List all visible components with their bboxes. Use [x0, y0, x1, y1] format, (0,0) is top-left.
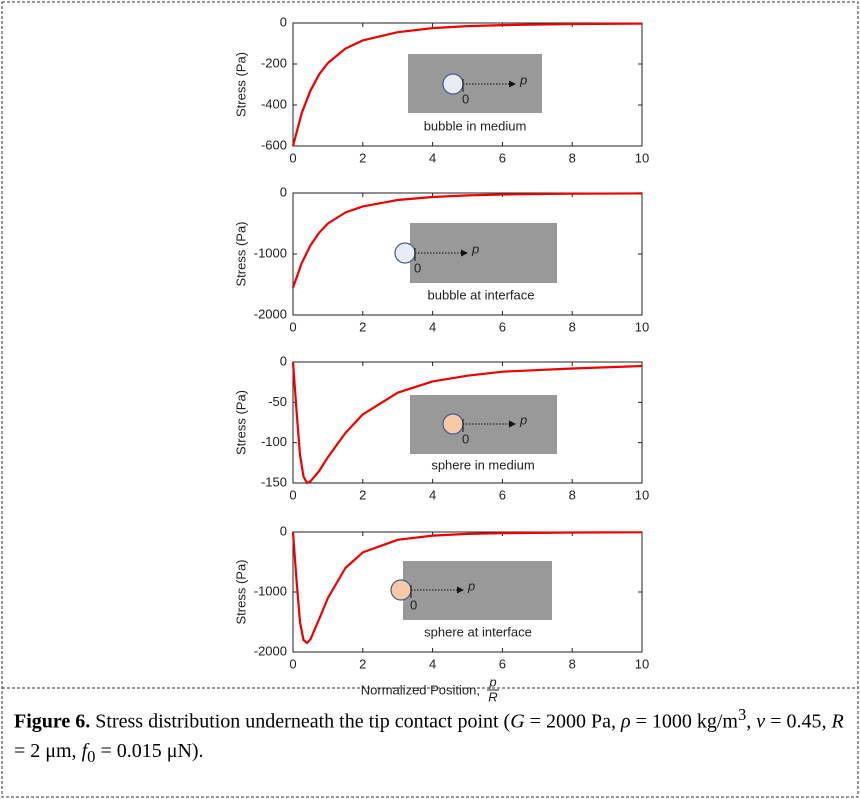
stress-curve [291, 22, 643, 147]
y-axis-label: Stress (Pa) [233, 221, 248, 286]
caption-text: = 2000 Pa, [524, 710, 621, 733]
caption-sup: 3 [737, 705, 747, 724]
x-tick-label: 6 [499, 487, 506, 502]
x-tick-label: 2 [359, 487, 366, 502]
inset-arrowhead [461, 249, 468, 257]
x-tick-label: 0 [289, 487, 296, 502]
y-tick-label: -400 [261, 96, 287, 111]
stress-curve [291, 192, 643, 288]
inset-particle [442, 73, 464, 95]
caption-var: R [831, 710, 844, 733]
inset-label: sphere at interface [424, 624, 532, 639]
x-tick-label: 4 [429, 656, 436, 671]
caption-sub: 0 [87, 746, 96, 766]
inset-medium [410, 223, 557, 283]
x-tick-label: 4 [429, 319, 436, 334]
inset-label: bubble in medium [424, 118, 527, 133]
y-tick-label: -50 [268, 394, 287, 409]
x-tick-label: 2 [359, 319, 366, 334]
caption-text: = 2 μm, [14, 739, 82, 762]
x-tick-label: 10 [635, 150, 649, 165]
x-tick-label: 8 [569, 319, 576, 334]
y-tick-label: -150 [261, 474, 287, 489]
x-tick-label: 8 [569, 150, 576, 165]
y-tick-label: -200 [261, 55, 287, 70]
x-tick-label: 6 [499, 656, 506, 671]
y-tick-label: -2000 [254, 643, 287, 658]
caption-text: = 1000 kg/m [630, 710, 738, 733]
x-tick-label: 2 [359, 150, 366, 165]
x-tick-label: 2 [359, 656, 366, 671]
y-axis-label: Stress (Pa) [233, 390, 248, 455]
stress-curve [291, 531, 643, 645]
inset-axis: p [519, 412, 527, 427]
caption-var: f [81, 739, 88, 762]
inset-arrowhead [457, 586, 464, 594]
y-axis-label: Stress (Pa) [233, 559, 248, 624]
y-tick-label: -1000 [254, 583, 287, 598]
caption-var: G [510, 710, 525, 733]
x-tick-label: 8 [569, 656, 576, 671]
y-tick-label: -1000 [254, 245, 287, 260]
caption: Figure 6. Stress distribution underneath… [14, 700, 844, 771]
plot-frame [292, 361, 643, 484]
inset-origin: 0 [414, 260, 421, 275]
inset-particle [394, 242, 416, 264]
x-tick-label: 8 [569, 487, 576, 502]
caption-label: Figure 6. [14, 710, 91, 733]
caption-var: ρ [620, 710, 631, 733]
y-tick-label: 0 [280, 184, 287, 199]
y-tick-label: -100 [261, 434, 287, 449]
y-tick-label: 0 [280, 523, 287, 538]
inset-arrowhead [509, 80, 516, 88]
caption-text: Stress distribution underneath the tip c… [90, 710, 511, 733]
stress-curve [291, 361, 643, 485]
inset-particle [390, 579, 412, 601]
caption-var: v [756, 710, 766, 733]
inset-label: sphere in medium [431, 457, 534, 472]
x-tick-label: 0 [289, 319, 296, 334]
inset-particle [442, 413, 464, 435]
inset-origin: 0 [462, 91, 469, 106]
inset-axis: p [467, 578, 475, 593]
caption-text: = 0.015 μN). [95, 739, 204, 762]
inset-axis: p [519, 72, 527, 87]
inset-arrowhead [509, 420, 516, 428]
x-tick-label: 6 [499, 150, 506, 165]
plot-frame [292, 22, 643, 147]
x-tick-label: 0 [289, 150, 296, 165]
x-tick-label: 4 [429, 150, 436, 165]
inset-medium [403, 561, 552, 620]
x-tick-label: 4 [429, 487, 436, 502]
x-tick-label: 0 [289, 656, 296, 671]
y-tick-label: -2000 [254, 306, 287, 321]
inset-origin: 0 [462, 431, 469, 446]
caption-text: , [746, 710, 757, 733]
x-tick-label: 10 [635, 656, 649, 671]
y-axis-label: Stress (Pa) [233, 52, 248, 117]
y-tick-label: -600 [261, 137, 287, 152]
inset-medium [410, 395, 557, 454]
caption-text: = 0.45, [765, 710, 832, 733]
y-tick-label: 0 [280, 353, 287, 368]
x-axis-label-den: R [488, 689, 497, 704]
x-axis-label: Normalized Position, [361, 682, 480, 697]
x-tick-label: 10 [635, 487, 649, 502]
inset-label: bubble at interface [428, 287, 535, 302]
y-tick-label: 0 [280, 14, 287, 29]
inset-origin: 0 [410, 597, 417, 612]
inset-axis: p [471, 241, 479, 256]
x-tick-label: 10 [635, 319, 649, 334]
x-axis-label-num: p [488, 674, 496, 689]
x-tick-label: 6 [499, 319, 506, 334]
